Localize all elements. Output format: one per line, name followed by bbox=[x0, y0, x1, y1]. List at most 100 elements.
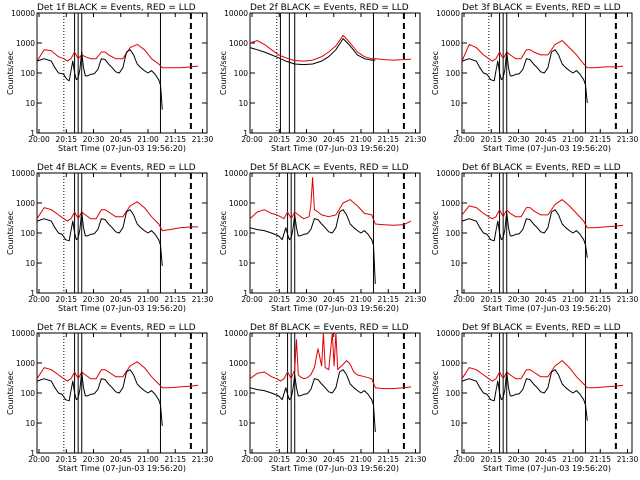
x-tick-label: 21:00 bbox=[562, 455, 584, 464]
plot-frame bbox=[461, 172, 633, 294]
plot-frame bbox=[36, 332, 208, 454]
x-tick-label: 21:15 bbox=[377, 295, 399, 304]
y-tick-label: 10 bbox=[238, 99, 248, 108]
panel-det-1f: Det 1f BLACK = Events, RED = LLD 20:00 20:… bbox=[6, 3, 214, 153]
y-tick-label: 100 bbox=[446, 389, 461, 398]
x-tick-label: 20:15 bbox=[480, 455, 502, 464]
x-tick-label: 20:30 bbox=[83, 135, 105, 144]
y-axis-label: Counts/sec bbox=[219, 51, 228, 95]
panel-title: Det 5f BLACK = Events, RED = LLD bbox=[250, 163, 409, 173]
x-tick-label: 20:15 bbox=[480, 295, 502, 304]
y-tick-label: 10000 bbox=[11, 9, 35, 18]
y-tick-label: 10000 bbox=[436, 9, 460, 18]
y-tick-label: 1000 bbox=[229, 199, 248, 208]
x-tick-label: 20:30 bbox=[508, 295, 530, 304]
x-axis-label: Start Time (07-Jun-03 19:56:20) bbox=[271, 304, 399, 313]
y-tick-label: 1000 bbox=[16, 359, 35, 368]
series-line-events bbox=[461, 209, 588, 258]
y-tick-label: 1000 bbox=[441, 359, 460, 368]
x-tick-label: 20:45 bbox=[110, 135, 132, 144]
x-tick-label: 20:15 bbox=[55, 295, 77, 304]
x-axis-label: Start Time (07-Jun-03 19:56:20) bbox=[271, 144, 399, 153]
y-axis-label: Counts/sec bbox=[6, 211, 15, 255]
plot-frame bbox=[36, 172, 208, 294]
x-tick-label: 21:15 bbox=[377, 135, 399, 144]
y-tick-label: 10 bbox=[238, 419, 248, 428]
x-tick-label: 21:00 bbox=[137, 295, 159, 304]
y-tick-label: 10000 bbox=[224, 169, 248, 178]
x-tick-label: 20:00 bbox=[453, 135, 475, 144]
y-tick-label: 10 bbox=[25, 259, 35, 268]
panel-title: Det 6f BLACK = Events, RED = LLD bbox=[462, 163, 621, 173]
x-tick-label: 20:00 bbox=[241, 455, 263, 464]
y-tick-label: 1000 bbox=[229, 39, 248, 48]
x-tick-label: 21:30 bbox=[405, 455, 427, 464]
x-tick-label: 20:45 bbox=[110, 295, 132, 304]
y-tick-label: 100 bbox=[446, 69, 461, 78]
series-line-events bbox=[461, 369, 588, 421]
x-tick-label: 21:00 bbox=[350, 135, 372, 144]
panel-det-9f: Det 9f BLACK = Events, RED = LLD 20:00 20:… bbox=[431, 323, 639, 473]
x-tick-label: 20:30 bbox=[508, 455, 530, 464]
series-line-lld bbox=[249, 177, 412, 226]
y-axis-label: Counts/sec bbox=[6, 371, 15, 415]
x-tick-label: 21:15 bbox=[589, 455, 611, 464]
x-tick-label: 20:15 bbox=[55, 135, 77, 144]
x-tick-label: 21:15 bbox=[164, 295, 186, 304]
x-tick-label: 20:30 bbox=[83, 295, 105, 304]
series-line-events bbox=[249, 369, 376, 433]
x-tick-label: 21:00 bbox=[562, 295, 584, 304]
x-tick-label: 20:45 bbox=[535, 455, 557, 464]
y-axis-label: Counts/sec bbox=[219, 371, 228, 415]
x-tick-label: 20:15 bbox=[268, 455, 290, 464]
series-line-events bbox=[249, 38, 376, 66]
y-tick-label: 10000 bbox=[224, 9, 248, 18]
y-tick-label: 10000 bbox=[11, 169, 35, 178]
x-tick-label: 21:30 bbox=[617, 455, 639, 464]
y-tick-label: 10000 bbox=[436, 169, 460, 178]
x-tick-label: 20:15 bbox=[268, 295, 290, 304]
y-tick-label: 1 bbox=[30, 289, 35, 298]
x-tick-label: 21:15 bbox=[589, 135, 611, 144]
series-line-events bbox=[36, 49, 163, 110]
x-tick-label: 20:30 bbox=[296, 455, 318, 464]
x-tick-label: 20:45 bbox=[535, 295, 557, 304]
x-tick-label: 21:00 bbox=[137, 455, 159, 464]
y-tick-label: 1000 bbox=[16, 39, 35, 48]
plot-frame bbox=[461, 12, 633, 134]
y-tick-label: 10000 bbox=[224, 329, 248, 338]
x-tick-label: 21:00 bbox=[562, 135, 584, 144]
y-tick-label: 100 bbox=[21, 69, 36, 78]
y-tick-label: 1 bbox=[30, 449, 35, 458]
y-tick-label: 1000 bbox=[441, 39, 460, 48]
panel-det-3f: Det 3f BLACK = Events, RED = LLD 20:00 20:… bbox=[431, 3, 639, 153]
series-line-lld bbox=[461, 40, 624, 69]
x-tick-label: 20:00 bbox=[453, 455, 475, 464]
x-tick-label: 20:00 bbox=[241, 135, 263, 144]
series-line-events bbox=[249, 209, 376, 285]
x-axis-label: Start Time (07-Jun-03 19:56:20) bbox=[271, 464, 399, 473]
x-axis-label: Start Time (07-Jun-03 19:56:20) bbox=[58, 464, 186, 473]
x-tick-label: 21:00 bbox=[137, 135, 159, 144]
panel-title: Det 1f BLACK = Events, RED = LLD bbox=[37, 3, 196, 13]
series-line-lld bbox=[249, 332, 412, 390]
x-axis-label: Start Time (07-Jun-03 19:56:20) bbox=[483, 464, 611, 473]
x-tick-label: 21:30 bbox=[405, 135, 427, 144]
x-tick-label: 20:45 bbox=[323, 455, 345, 464]
x-tick-label: 20:00 bbox=[453, 295, 475, 304]
panel-title: Det 2f BLACK = Events, RED = LLD bbox=[250, 3, 409, 13]
y-axis-label: Counts/sec bbox=[431, 371, 440, 415]
y-tick-label: 1 bbox=[455, 449, 460, 458]
x-tick-label: 20:45 bbox=[110, 455, 132, 464]
x-tick-label: 21:15 bbox=[164, 455, 186, 464]
y-axis-label: Counts/sec bbox=[431, 211, 440, 255]
x-tick-label: 21:30 bbox=[192, 455, 214, 464]
x-axis-label: Start Time (07-Jun-03 19:56:20) bbox=[483, 144, 611, 153]
y-tick-label: 10000 bbox=[436, 329, 460, 338]
y-axis-label: Counts/sec bbox=[6, 51, 15, 95]
x-tick-label: 21:15 bbox=[164, 135, 186, 144]
plot-frame bbox=[249, 172, 421, 294]
y-axis-label: Counts/sec bbox=[219, 211, 228, 255]
y-tick-label: 1 bbox=[30, 129, 35, 138]
